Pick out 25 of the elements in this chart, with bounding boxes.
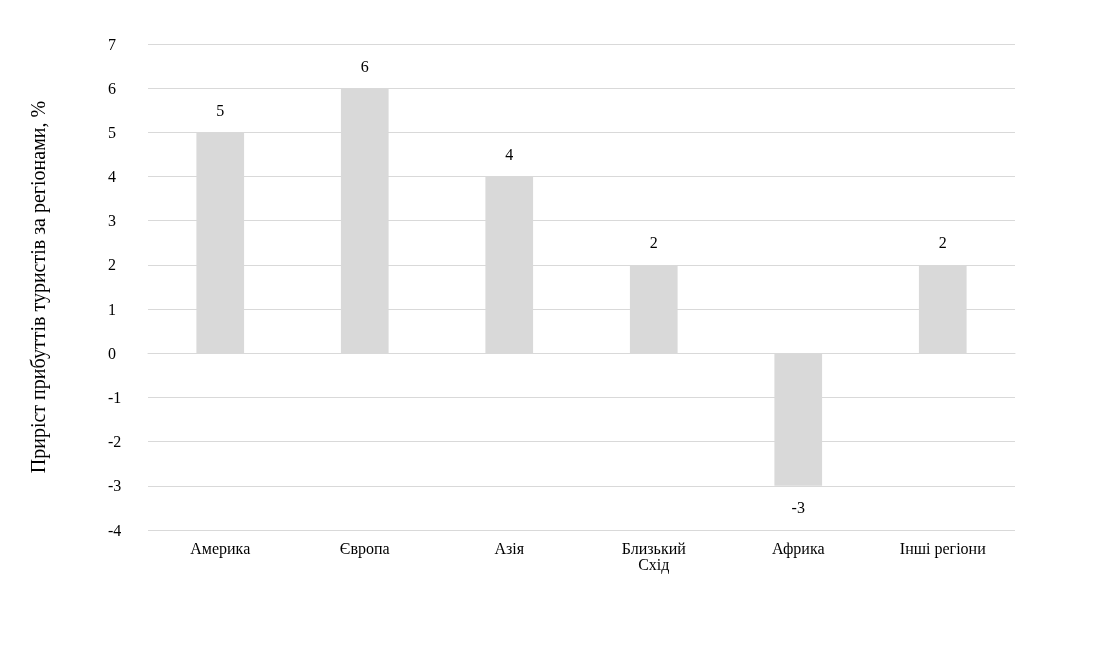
data-label: 6 [360, 57, 369, 75]
y-axis-title: Приріст прибуттів туристів за регіонами, % [27, 100, 50, 474]
y-tick-label: -1 [108, 388, 122, 406]
y-tick-label: 5 [108, 123, 116, 141]
x-tick-label: Інші регіони [899, 539, 987, 558]
y-tick-label: 3 [108, 212, 116, 230]
y-tick-label: -3 [108, 477, 122, 495]
y-tick-label: 7 [108, 35, 116, 53]
y-tick-label: -4 [108, 521, 122, 539]
x-tick-label: Азія [494, 539, 525, 557]
x-tick-label: Америка [190, 539, 251, 558]
x-tick-label: Європа [339, 539, 390, 558]
y-tick-label: 0 [108, 344, 116, 362]
y-tick-label: 4 [108, 168, 116, 186]
x-tick-label: Африка [771, 539, 825, 558]
y-tick-label: -2 [108, 433, 122, 451]
data-label: 2 [649, 234, 658, 252]
y-tick-label: 6 [108, 79, 116, 97]
data-label: 4 [505, 146, 514, 164]
y-tick-label: 2 [108, 256, 116, 274]
data-label: 5 [216, 101, 225, 119]
x-tick-label: Близький Схід [621, 539, 687, 574]
data-label: -3 [791, 499, 805, 517]
y-tick-label: 1 [108, 300, 116, 318]
data-label: 2 [938, 234, 947, 252]
